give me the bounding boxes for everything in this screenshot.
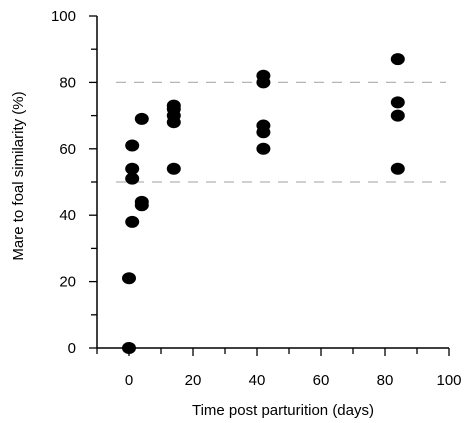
y-tick-label: 100 <box>51 8 76 25</box>
x-tick-label: 0 <box>125 372 133 389</box>
data-point <box>125 162 140 175</box>
x-tick-label: 80 <box>377 372 394 389</box>
y-tick-label: 20 <box>59 274 76 291</box>
y-tick-label: 80 <box>59 74 76 91</box>
data-point <box>390 162 405 175</box>
data-point <box>134 112 149 125</box>
data-point <box>122 342 136 354</box>
data-point <box>125 215 140 228</box>
x-tick-label: 40 <box>249 372 266 389</box>
x-axis-title: Time post parturition (days) <box>192 402 374 419</box>
y-tick-label: 0 <box>68 340 76 357</box>
y-tick-label: 40 <box>59 207 76 224</box>
data-points <box>122 53 405 354</box>
axes <box>96 16 449 349</box>
data-point <box>390 96 405 109</box>
data-point <box>166 99 181 112</box>
x-tick-label: 100 <box>436 372 461 389</box>
data-point <box>256 142 271 155</box>
y-tick-label: 60 <box>59 141 76 158</box>
data-point <box>125 139 140 152</box>
y-axis-ticks: 0 20 40 60 80 100 <box>51 8 97 357</box>
data-point <box>125 172 140 185</box>
x-axis-ticks: 0 20 40 60 80 100 <box>96 348 462 389</box>
reference-lines <box>116 81 446 183</box>
x-tick-label: 20 <box>185 372 202 389</box>
data-point <box>134 195 149 208</box>
data-point <box>166 162 181 175</box>
data-point <box>256 119 271 132</box>
data-point <box>390 109 405 122</box>
x-tick-label: 60 <box>313 372 330 389</box>
y-axis-title: Mare to foal similarity (%) <box>10 91 27 260</box>
data-point <box>390 53 405 66</box>
data-point <box>256 69 271 82</box>
data-point <box>122 272 136 285</box>
